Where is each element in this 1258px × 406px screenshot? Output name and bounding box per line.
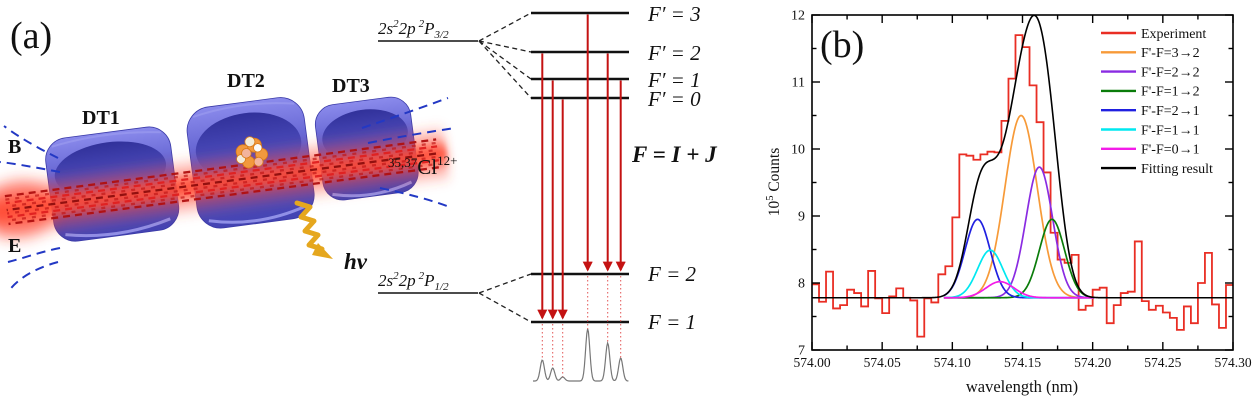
experiment-histogram <box>812 34 1233 338</box>
energy-levels <box>531 11 629 324</box>
legend-label: F'-F=2→2 <box>1141 65 1200 80</box>
level-label-fp1: F′ = 1 <box>647 68 701 92</box>
y-tick-label: 8 <box>798 277 805 292</box>
axes: 574.00 574.05 574.10 574.15 574.20 574.25 574.… <box>791 9 1252 370</box>
upper-level-fan <box>478 12 532 99</box>
legend-item-1: F'-F=3→2 <box>1101 46 1200 61</box>
x-tick-label: 574.20 <box>1074 355 1111 370</box>
x-tick-label: 574.00 <box>793 355 830 370</box>
ion-beam <box>0 122 451 244</box>
ion-element: Cl <box>417 155 437 179</box>
beamline-assembly <box>0 96 451 244</box>
x-tick-label: 574.15 <box>1004 355 1041 370</box>
level-label-f2: F = 2 <box>647 262 696 286</box>
lower-level-fan <box>478 273 532 323</box>
legend-item-6: F'-F=0→1 <box>1101 143 1200 158</box>
legend-item-3: F'-F=1→2 <box>1101 85 1200 100</box>
legend-label: Fitting result <box>1141 162 1213 177</box>
x-tick-label: 574.10 <box>934 355 971 370</box>
upper-term-label: 2s22p 2P3/2 <box>378 18 449 41</box>
b-field-lines <box>0 97 456 293</box>
panel-a-letter: (a) <box>10 15 52 57</box>
photon-hv-label: hν <box>344 249 368 274</box>
y-tick-label: 10 <box>791 143 805 158</box>
y-tick-label: 9 <box>798 210 805 225</box>
legend-item-7: Fitting result <box>1101 162 1213 177</box>
dt1-label: DT1 <box>82 107 120 129</box>
transition-arrows <box>537 14 626 320</box>
panel-a-diagram: (a) <box>0 2 718 382</box>
e-field-label: E <box>8 235 21 257</box>
ion-species-label: 35,37Cl12+ <box>388 153 457 179</box>
legend-item-2: F'-F=2→2 <box>1101 65 1200 80</box>
legend-label: F'-F=3→2 <box>1141 46 1200 61</box>
dt2-label: DT2 <box>227 70 265 92</box>
x-tick-label: 574.30 <box>1214 355 1251 370</box>
fitting-curve <box>812 15 1233 299</box>
legend-label: F'-F=1→2 <box>1141 85 1200 100</box>
plot-frame <box>811 14 1234 351</box>
coupling-formula: F = I + J <box>631 142 718 167</box>
legend-label: Experiment <box>1141 27 1206 42</box>
nucleus <box>235 136 269 169</box>
y-tick-label: 7 <box>798 344 805 359</box>
transition-dotted-guides <box>541 276 622 378</box>
level-label-fp3: F′ = 3 <box>647 2 701 26</box>
ion-mass-numbers: 35,37 <box>388 155 418 170</box>
panel-b-chart: 574.00 574.05 574.10 574.15 574.20 574.25 574.… <box>765 9 1252 396</box>
x-tick-label: 574.25 <box>1144 355 1181 370</box>
component-curve-0 <box>943 114 1095 299</box>
b-field-label: B <box>8 136 21 158</box>
level-label-fp2: F′ = 2 <box>647 41 701 65</box>
mini-spectrum-sketch <box>533 328 629 382</box>
dt3-label: DT3 <box>332 75 370 97</box>
legend-label: F'-F=1→1 <box>1141 123 1200 138</box>
legend-item-5: F'-F=1→1 <box>1101 123 1200 138</box>
legend-item-4: F'-F=2→1 <box>1101 104 1200 119</box>
beam-field-dashes <box>4 138 440 226</box>
panel-b-letter: (b) <box>820 24 864 66</box>
level-label-fp0: F′ = 0 <box>647 87 701 111</box>
level-label-f1: F = 1 <box>647 310 696 334</box>
x-tick-label: 574.05 <box>864 355 901 370</box>
legend-item-0: Experiment <box>1101 27 1206 42</box>
plot-area <box>812 15 1233 338</box>
legend-label: F'-F=2→1 <box>1141 104 1200 119</box>
y-tick-label: 12 <box>791 9 805 24</box>
photon-arrow <box>294 200 333 259</box>
y-axis-title: 105 Counts <box>765 148 783 217</box>
x-axis-title: wavelength (nm) <box>966 377 1078 396</box>
y-tick-label: 11 <box>792 76 805 91</box>
lower-term-label: 2s22p 2P1/2 <box>378 270 449 293</box>
ion-charge: 12+ <box>437 153 457 168</box>
legend-label: F'-F=0→1 <box>1141 143 1200 158</box>
component-curve-5 <box>943 280 1095 299</box>
legend: Experiment F'-F=3→2 F'-F=2→2 F'-F=1→2 F'-F=2… <box>1101 27 1213 177</box>
